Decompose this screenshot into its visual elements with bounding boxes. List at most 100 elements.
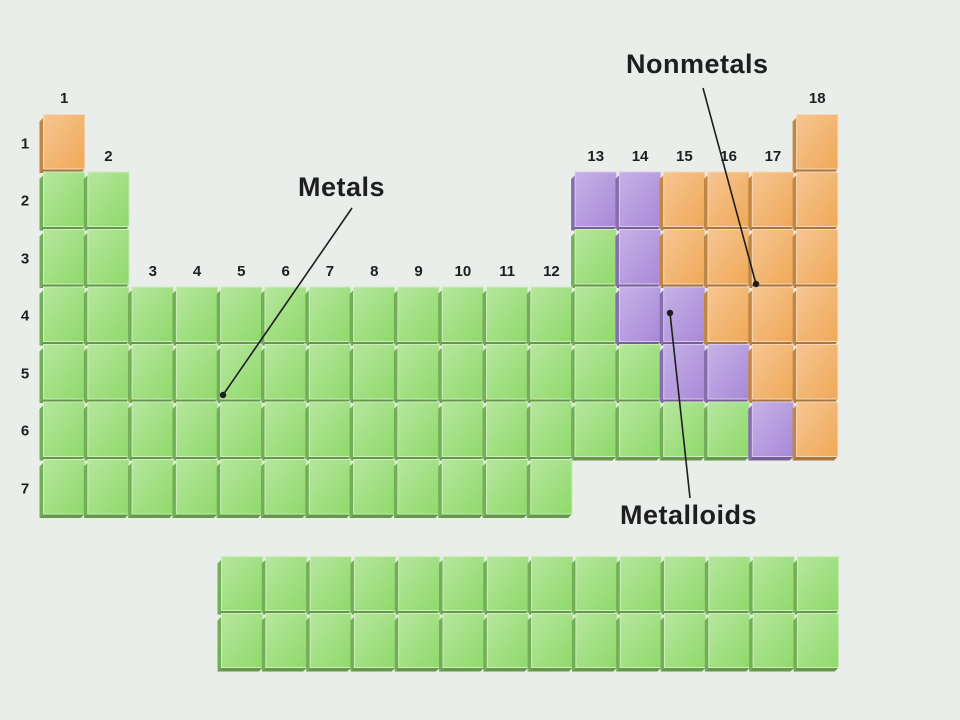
element-cell-period5-group4 bbox=[172, 344, 219, 403]
element-cell-period7-group12 bbox=[526, 459, 573, 518]
period-label-7: 7 bbox=[20, 480, 30, 498]
element-cell-period6-group16 bbox=[704, 401, 750, 461]
element-cell-period5-group6 bbox=[261, 344, 307, 403]
element-cell-period2-group1 bbox=[39, 171, 86, 231]
element-cell-period2-group2 bbox=[83, 171, 130, 231]
group-label-6: 6 bbox=[281, 262, 290, 280]
inner-transition-cell-row2-col8 bbox=[527, 613, 574, 672]
group-label-5: 5 bbox=[237, 262, 246, 280]
element-cell-period3-group15 bbox=[659, 229, 706, 288]
group-label-8: 8 bbox=[370, 262, 379, 280]
element-cell-period7-group2 bbox=[83, 459, 130, 518]
metals-leader-line bbox=[219, 207, 353, 399]
element-cell-period6-group7 bbox=[305, 401, 352, 461]
inner-transition-cell-row1-col12 bbox=[704, 556, 751, 615]
nonmetals-callout-label: Nonmetals bbox=[626, 49, 769, 79]
element-cell-period4-group6 bbox=[261, 286, 307, 346]
element-cell-period7-group11 bbox=[482, 459, 529, 518]
element-cell-period2-group14 bbox=[615, 171, 662, 231]
inner-transition-cell-row2-col12 bbox=[704, 613, 751, 672]
inner-transition-cell-row2-col3 bbox=[306, 613, 352, 672]
element-cell-period5-group10 bbox=[438, 344, 485, 403]
element-cell-period7-group8 bbox=[349, 459, 396, 518]
element-cell-period2-group15 bbox=[659, 171, 706, 231]
element-cell-period3-group13 bbox=[571, 229, 617, 288]
inner-transition-cell-row2-col4 bbox=[350, 613, 397, 672]
group-label-4: 4 bbox=[192, 262, 202, 280]
metals-callout-label: Metals bbox=[298, 172, 386, 202]
element-cell-period4-group5 bbox=[216, 286, 263, 346]
element-cell-period6-group4 bbox=[172, 401, 219, 461]
inner-transition-cell-row2-col9 bbox=[571, 613, 618, 672]
inner-transition-cell-row1-col10 bbox=[616, 556, 663, 615]
element-cell-period5-group12 bbox=[526, 344, 573, 403]
element-cell-period6-group12 bbox=[526, 401, 573, 461]
period-label-6: 6 bbox=[20, 422, 30, 440]
group-label-2: 2 bbox=[104, 147, 113, 165]
element-cell-period6-group2 bbox=[83, 401, 130, 461]
element-cell-period5-group14 bbox=[615, 344, 662, 403]
element-cell-period7-group6 bbox=[261, 459, 307, 518]
element-cell-period3-group2 bbox=[83, 229, 130, 288]
group-label-3: 3 bbox=[148, 262, 157, 280]
element-cell-period4-group8 bbox=[349, 286, 396, 346]
element-cell-period6-group3 bbox=[128, 401, 174, 461]
group-label-13: 13 bbox=[587, 147, 605, 165]
element-cell-period5-group5 bbox=[216, 344, 263, 403]
element-cell-period7-group10 bbox=[438, 459, 485, 518]
element-cell-period7-group9 bbox=[393, 459, 440, 518]
element-cell-period6-group10 bbox=[438, 401, 485, 461]
inner-transition-cell-row1-col11 bbox=[660, 556, 707, 615]
inner-transition-cell-row2-col2 bbox=[261, 613, 308, 672]
element-cell-period5-group15 bbox=[659, 344, 706, 403]
element-cell-period5-group13 bbox=[571, 344, 617, 403]
period-label-2: 2 bbox=[20, 192, 30, 210]
element-cell-period4-group4 bbox=[172, 286, 219, 346]
period-label-5: 5 bbox=[20, 365, 30, 383]
inner-transition-cell-row1-col8 bbox=[527, 556, 574, 615]
group-label-10: 10 bbox=[454, 262, 472, 280]
group-label-15: 15 bbox=[676, 147, 693, 165]
inner-transition-cell-row1-col4 bbox=[350, 556, 397, 615]
element-cell-period5-group9 bbox=[393, 344, 440, 403]
element-cell-period6-group17 bbox=[748, 401, 795, 461]
element-cell-period7-group5 bbox=[216, 459, 263, 518]
element-cell-period5-group18 bbox=[792, 344, 839, 403]
element-cell-period7-group7 bbox=[305, 459, 352, 518]
element-cell-period3-group14 bbox=[615, 229, 662, 288]
element-cell-period4-group14 bbox=[615, 286, 662, 346]
element-cell-period4-group2 bbox=[83, 286, 130, 346]
period-label-3: 3 bbox=[20, 250, 30, 268]
group-label-14: 14 bbox=[631, 147, 649, 165]
element-cell-period5-group2 bbox=[83, 344, 130, 403]
element-cell-period2-group13 bbox=[571, 171, 617, 231]
element-cell-period5-group1 bbox=[39, 344, 86, 403]
period-label-1: 1 bbox=[20, 135, 30, 153]
element-cell-period4-group7 bbox=[305, 286, 352, 346]
element-cell-period5-group11 bbox=[482, 344, 529, 403]
inner-transition-cell-row1-col2 bbox=[261, 556, 308, 615]
element-cell-period3-group1 bbox=[39, 229, 86, 288]
element-cell-period5-group3 bbox=[128, 344, 174, 403]
inner-transition-cell-row2-col1 bbox=[217, 613, 264, 672]
element-cell-period4-group11 bbox=[482, 286, 529, 346]
element-cell-period3-group17 bbox=[748, 229, 795, 288]
group-label-16: 16 bbox=[720, 147, 737, 165]
element-cell-period4-group9 bbox=[393, 286, 440, 346]
element-cell-period4-group18 bbox=[792, 286, 839, 346]
element-cell-period6-group1 bbox=[39, 401, 86, 461]
element-cell-period6-group18 bbox=[792, 401, 839, 461]
inner-transition-cell-row2-col14 bbox=[793, 613, 840, 672]
group-label-9: 9 bbox=[414, 262, 423, 280]
element-cell-period4-group3 bbox=[128, 286, 174, 346]
period-label-4: 4 bbox=[20, 307, 30, 325]
element-cell-period6-group9 bbox=[393, 401, 440, 461]
element-cell-period5-group7 bbox=[305, 344, 352, 403]
element-cell-period6-group13 bbox=[571, 401, 617, 461]
inner-transition-cell-row1-col5 bbox=[394, 556, 441, 615]
metalloids-leader-line bbox=[666, 309, 691, 499]
element-cell-period6-group5 bbox=[216, 401, 263, 461]
element-cell-period3-group18 bbox=[792, 229, 839, 288]
